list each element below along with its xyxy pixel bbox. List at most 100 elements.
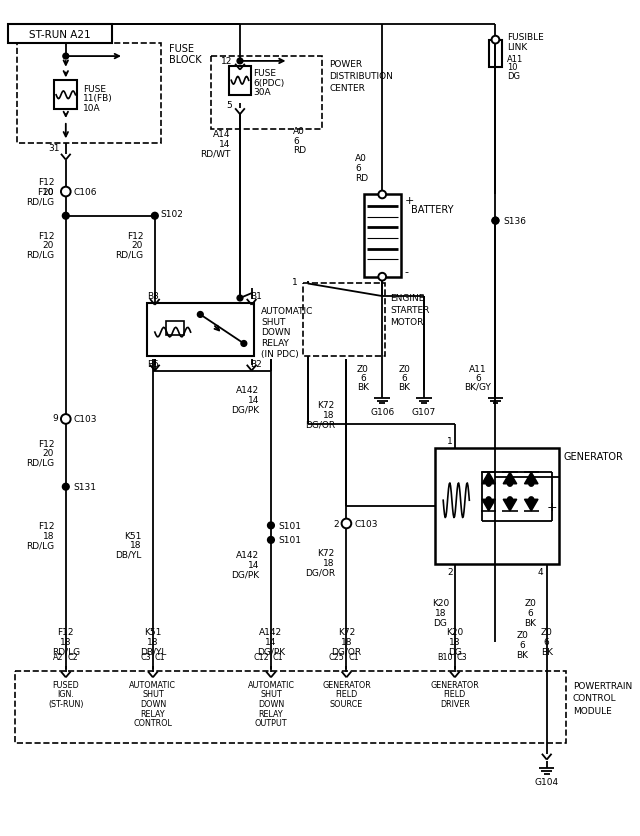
Polygon shape <box>503 500 516 512</box>
Text: A0: A0 <box>355 154 367 163</box>
Text: 14: 14 <box>248 560 259 569</box>
Text: 6: 6 <box>520 640 525 649</box>
Text: RD/WT: RD/WT <box>200 149 230 158</box>
Text: 6(PDC): 6(PDC) <box>253 79 285 88</box>
Polygon shape <box>489 41 502 68</box>
Text: 20: 20 <box>43 188 54 196</box>
Text: DG: DG <box>507 72 520 81</box>
Text: IGN.: IGN. <box>58 690 74 698</box>
Text: 11(FB): 11(FB) <box>83 94 113 103</box>
Circle shape <box>61 187 70 197</box>
Text: POWERTRAIN: POWERTRAIN <box>573 681 632 690</box>
Text: DISTRIBUTION: DISTRIBUTION <box>329 72 393 81</box>
Text: BATTERY: BATTERY <box>412 205 454 215</box>
Text: 9: 9 <box>52 413 58 422</box>
Circle shape <box>342 519 351 528</box>
Text: AUTOMATIC: AUTOMATIC <box>129 680 177 689</box>
Circle shape <box>508 497 513 502</box>
Text: FUSE: FUSE <box>170 44 195 54</box>
Text: F10: F10 <box>38 188 54 196</box>
Circle shape <box>63 54 68 60</box>
Text: B3: B3 <box>147 291 159 300</box>
Text: A142: A142 <box>236 550 259 559</box>
Text: POWER: POWER <box>329 60 362 69</box>
Text: RD/LG: RD/LG <box>115 251 143 260</box>
Text: RELAY: RELAY <box>141 709 165 718</box>
Text: C106: C106 <box>74 188 97 196</box>
Text: SHUT: SHUT <box>142 690 164 698</box>
Text: 12: 12 <box>221 58 232 66</box>
Text: 6: 6 <box>402 374 408 382</box>
Text: DG/PK: DG/PK <box>231 569 259 579</box>
Polygon shape <box>8 25 112 44</box>
Text: DG: DG <box>448 647 461 656</box>
Polygon shape <box>229 67 251 95</box>
Text: GENERATOR: GENERATOR <box>431 680 479 689</box>
Text: F12: F12 <box>38 439 54 448</box>
Text: 6: 6 <box>360 374 365 382</box>
Polygon shape <box>435 448 559 564</box>
Text: RD/LG: RD/LG <box>52 647 80 656</box>
Polygon shape <box>54 81 77 110</box>
Circle shape <box>63 484 69 491</box>
Text: F12: F12 <box>127 232 143 240</box>
Text: FUSED: FUSED <box>52 680 79 689</box>
Text: OUTPUT: OUTPUT <box>255 718 287 727</box>
Text: S136: S136 <box>503 217 526 226</box>
Text: F12: F12 <box>58 628 74 636</box>
Text: CONTROL: CONTROL <box>134 718 172 727</box>
Text: FIELD: FIELD <box>335 690 358 698</box>
Circle shape <box>486 482 491 487</box>
Text: STARTER: STARTER <box>390 306 429 314</box>
Circle shape <box>197 312 204 318</box>
Text: DOWN: DOWN <box>261 328 291 337</box>
Text: MODULE: MODULE <box>573 706 612 715</box>
Text: K20: K20 <box>446 628 463 636</box>
Text: RD: RD <box>355 173 368 182</box>
Text: 4: 4 <box>537 568 543 577</box>
Text: BK: BK <box>516 650 529 659</box>
Text: B10: B10 <box>437 653 453 662</box>
Circle shape <box>492 218 499 225</box>
Text: RELAY: RELAY <box>261 339 289 348</box>
Text: BLOCK: BLOCK <box>170 55 202 65</box>
Circle shape <box>237 59 243 64</box>
Text: K72: K72 <box>317 400 335 410</box>
Text: 2: 2 <box>333 519 339 528</box>
Text: (IN PDC): (IN PDC) <box>261 349 299 358</box>
Text: S131: S131 <box>74 482 97 492</box>
Polygon shape <box>524 472 538 484</box>
Text: F12: F12 <box>38 232 54 240</box>
Polygon shape <box>503 472 516 484</box>
Circle shape <box>268 537 275 543</box>
Text: 20: 20 <box>43 449 54 458</box>
Text: GENERATOR: GENERATOR <box>322 680 371 689</box>
Text: B2: B2 <box>250 359 261 369</box>
Text: RD/LG: RD/LG <box>26 458 54 467</box>
Text: 31: 31 <box>49 143 60 152</box>
Text: +: + <box>547 500 557 513</box>
Text: G107: G107 <box>412 407 436 416</box>
Text: C2: C2 <box>68 653 79 662</box>
Circle shape <box>486 497 491 502</box>
Text: A11: A11 <box>469 364 487 374</box>
Text: 1: 1 <box>292 278 298 287</box>
Text: DG/OR: DG/OR <box>305 568 335 577</box>
Text: BK: BK <box>524 618 536 627</box>
Text: RD/LG: RD/LG <box>26 251 54 260</box>
Polygon shape <box>524 500 538 512</box>
Text: 6: 6 <box>293 136 299 145</box>
Text: AUTOMATIC: AUTOMATIC <box>261 307 314 316</box>
Circle shape <box>241 341 247 347</box>
Text: C103: C103 <box>74 415 97 424</box>
Text: MOTOR: MOTOR <box>390 318 423 326</box>
Text: BK/GY: BK/GY <box>465 382 492 391</box>
Text: 18: 18 <box>435 609 446 617</box>
Circle shape <box>268 522 275 529</box>
Polygon shape <box>482 500 495 512</box>
Text: B1: B1 <box>250 291 262 300</box>
Text: CONTROL: CONTROL <box>573 693 616 702</box>
Text: G104: G104 <box>534 777 559 787</box>
Text: Z0: Z0 <box>399 364 410 374</box>
Text: RD: RD <box>293 146 307 155</box>
